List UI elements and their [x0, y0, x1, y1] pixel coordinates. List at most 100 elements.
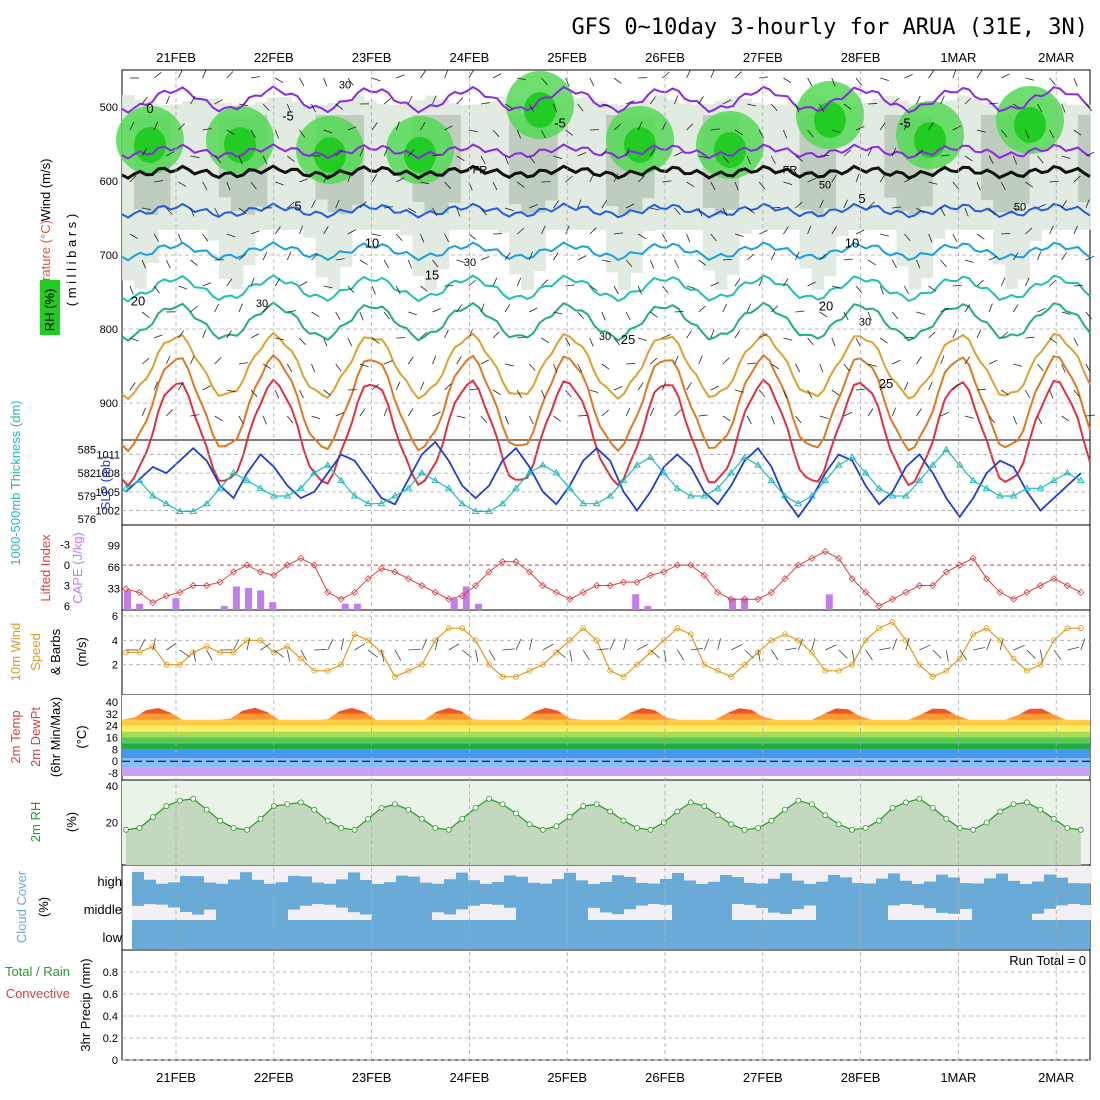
wind-barb	[649, 259, 655, 269]
wind-barb	[528, 363, 536, 372]
wind10m-barb	[703, 638, 710, 651]
wind-barb	[771, 363, 780, 370]
wind-barb	[444, 329, 449, 339]
wind10m-barb	[408, 648, 421, 651]
thickness-point	[848, 453, 857, 460]
wind10m-barb	[650, 649, 660, 659]
wind10m-barb	[730, 644, 743, 651]
rh-contour-label: 30	[256, 298, 268, 310]
rh2m-layer: 40 20	[106, 781, 1090, 865]
cloud-high-bar	[684, 866, 696, 881]
wind-barb	[698, 414, 708, 417]
wind-barb	[613, 123, 622, 131]
rh-point	[647, 826, 654, 833]
pressure-tick-label: 800	[100, 324, 118, 336]
wind-barb	[746, 207, 755, 214]
wind-barb	[468, 233, 477, 240]
wind10m-barb	[273, 649, 284, 658]
cloud-high-bar	[972, 866, 984, 884]
wind-barb	[250, 181, 257, 190]
rh-point	[553, 823, 560, 830]
wind-barb	[892, 206, 902, 209]
wind10m-barb	[986, 638, 992, 651]
wind-barb	[819, 363, 824, 373]
wind-barb	[577, 415, 587, 417]
rh-point	[970, 826, 977, 833]
rh-area	[126, 798, 1081, 865]
wind-barb	[480, 102, 490, 105]
temp2m-unit: (°C)	[74, 725, 89, 748]
cloud-mid-bar	[348, 912, 360, 920]
date-label-top: 26FEB	[645, 50, 685, 65]
wind-barb	[1061, 252, 1067, 261]
wind-barb	[1000, 129, 1008, 138]
cloud-mid-bar	[504, 907, 516, 920]
isotherm-5	[121, 202, 1091, 219]
thickness-point	[498, 499, 507, 507]
cloud-high-bar	[1056, 866, 1068, 878]
wind-barb	[843, 363, 850, 372]
li-point	[230, 568, 238, 576]
rh-shade-light	[569, 98, 583, 230]
wind-barb	[710, 329, 715, 339]
wind-barb	[601, 103, 611, 108]
wind-barb	[178, 382, 184, 391]
wind10m-barb	[878, 647, 891, 651]
wind-barb	[371, 337, 380, 344]
rh-point	[997, 808, 1003, 815]
wind-barb	[165, 95, 170, 105]
wind-barb	[347, 285, 355, 293]
thickness-point	[296, 484, 305, 491]
isotherm-label: 10	[365, 236, 379, 251]
wind-barb	[722, 155, 730, 164]
wind-barb	[432, 154, 442, 157]
wind-barb	[1025, 277, 1030, 287]
cloud-high-bar	[840, 866, 852, 878]
wind10m-barb	[851, 649, 855, 662]
wind-barb	[516, 277, 522, 287]
wind-speed-point	[687, 631, 694, 638]
temp-tick-label: 8	[112, 744, 118, 756]
thickness-point	[861, 468, 870, 476]
isotherm-10	[121, 241, 1091, 262]
wind10m-barb	[381, 649, 385, 662]
cloud-mid-bar	[900, 904, 912, 920]
wind-barb	[250, 277, 255, 287]
wind-barb	[879, 285, 884, 295]
rh-point	[351, 826, 358, 833]
wind10m-barb	[717, 638, 722, 651]
rh-green-core	[524, 92, 556, 128]
wind-barb	[492, 181, 498, 191]
rh-shade-light	[969, 99, 982, 230]
wind10m-barb	[300, 649, 307, 661]
cape-bar	[353, 603, 361, 610]
precip-tick-label: 0	[112, 1055, 118, 1067]
rh-point	[674, 808, 681, 815]
wind-speed-point	[728, 673, 735, 680]
li-point	[283, 561, 291, 569]
wind-barb	[613, 77, 622, 84]
wind-speed-point	[889, 619, 896, 625]
axis-labels: 21FEB 21FEB 22FEB 22FEB 23FEB 23FEB 24FEB 24FEB…	[156, 50, 1074, 1085]
wind10m-ylabel-1: 10m Wind	[8, 623, 23, 682]
cloud-mid-bar	[912, 904, 924, 920]
rh-shade-light	[364, 100, 377, 230]
temp-color-band	[122, 749, 1090, 759]
wind-barb	[722, 415, 731, 422]
wind-barb	[166, 151, 175, 157]
wind10m-barb	[179, 649, 190, 658]
thickness-point	[525, 468, 534, 476]
thickness-point	[996, 492, 1004, 499]
wind-barb	[649, 148, 656, 157]
cloud-high-bar	[984, 866, 996, 879]
wind-barb	[214, 303, 219, 313]
wind-barb	[916, 259, 921, 269]
li-point	[391, 568, 399, 576]
wind-barb	[867, 363, 877, 367]
thickness-point	[915, 476, 924, 484]
rh-point	[392, 801, 398, 808]
wind10m-barb	[569, 649, 573, 662]
wind-barb	[904, 336, 914, 339]
wind-barb	[674, 259, 679, 269]
cloud-high-bar	[732, 866, 744, 878]
